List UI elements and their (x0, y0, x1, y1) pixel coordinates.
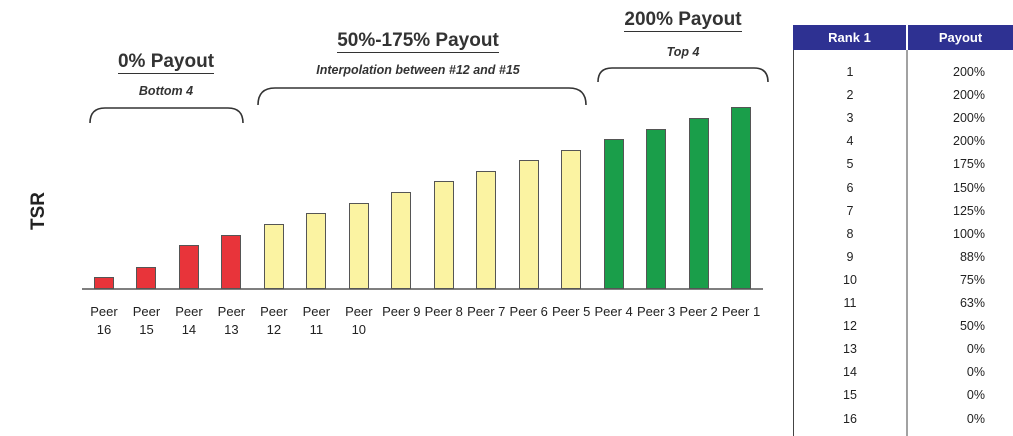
payout-cell: 63% (959, 296, 985, 310)
annotation-subtitle: Interpolation between #12 and #15 (316, 63, 520, 77)
x-tick-label: Peer 14 (175, 304, 203, 337)
payout-cell: 200% (953, 88, 985, 103)
bracket (257, 87, 587, 106)
x-tick-label: Peer 7 (467, 304, 506, 319)
payout-cell: 50% (959, 319, 985, 334)
annotation-subtitle: Bottom 4 (138, 84, 194, 98)
x-tick-label: Peer 3 (636, 304, 676, 319)
payout-cell: 125% (953, 203, 985, 218)
rank-cell: 14 (843, 365, 857, 380)
rank-cell: 13 (843, 342, 857, 357)
x-tick-label: Peer 2 (679, 304, 718, 319)
rank-cell: 9 (846, 249, 854, 264)
rank-cell: 6 (846, 180, 854, 195)
annotation-title-text: 200% Payout (624, 9, 742, 32)
x-tick-label: Peer 12 (260, 304, 288, 337)
bar (688, 118, 709, 289)
brackets (82, 67, 769, 290)
x-tick-label: Peer 10 (345, 304, 373, 337)
rank-cell: 10 (843, 272, 857, 287)
x-tick-label: Peer 8 (424, 304, 463, 319)
x-tick-label: Peer 6 (509, 304, 548, 319)
rank-cell: 11 (843, 296, 857, 310)
bar (136, 267, 157, 289)
x-tick-label: Peer 13 (217, 304, 246, 337)
bar (348, 203, 369, 289)
x-tick-label: Peer 1 (721, 304, 761, 319)
bar (476, 171, 497, 289)
bar (263, 224, 284, 289)
rank-cell: 5 (846, 157, 854, 172)
bar (561, 150, 582, 289)
payout-table: Rank 1 Payout 1 200% 2 200% 3 200% 4 200% 5 175% 6 15… (793, 25, 1013, 436)
bracket (597, 67, 769, 83)
bar (94, 277, 114, 289)
bar (731, 107, 752, 289)
rank-cell: 3 (846, 111, 854, 126)
rank-cell: 15 (843, 388, 857, 403)
rank-cell: 16 (843, 411, 857, 426)
payout-cell: 0% (966, 388, 985, 403)
bar (306, 213, 327, 289)
table-header: Payout (908, 25, 1013, 50)
x-tick-label: Peer 9 (382, 304, 421, 319)
annotation-title: 0% Payout (0, 51, 346, 74)
annotation-subtitle: Top 4 (666, 45, 700, 59)
payout-cell: 200% (953, 134, 985, 149)
bar (433, 181, 454, 289)
bar (178, 245, 199, 289)
annotation-title: 200% Payout (503, 9, 863, 32)
payout-cell: 0% (966, 342, 985, 357)
annotation-title-text: 50%-175% Payout (337, 30, 499, 53)
bar (518, 160, 539, 289)
payout-cell: 200% (953, 65, 985, 79)
bar (221, 235, 242, 289)
table-header: Rank 1 (793, 25, 906, 50)
payout-cell: 0% (966, 411, 985, 426)
bar (391, 192, 412, 289)
payout-cell: 150% (953, 180, 985, 195)
bar (646, 129, 667, 289)
x-tick-label: Peer 11 (302, 304, 331, 337)
rank-cell: 12 (843, 319, 857, 334)
payout-cell: 75% (959, 272, 985, 287)
x-tick-label: Peer 15 (132, 304, 161, 337)
rank-cell: 2 (846, 88, 854, 103)
rank-cell: 4 (846, 134, 854, 149)
x-tick-label: Peer 5 (552, 304, 591, 319)
payout-cell: 100% (953, 226, 985, 241)
rank-cell: 8 (846, 226, 854, 241)
payout-cell: 88% (959, 249, 985, 264)
payout-cell: 175% (953, 157, 985, 172)
x-tick-label: Peer 4 (594, 304, 633, 319)
payout-cell: 200% (953, 111, 985, 126)
bar (603, 139, 624, 289)
x-tick-label: Peer 16 (90, 304, 118, 337)
rank-cell: 7 (846, 203, 854, 218)
rank-cell: 1 (846, 65, 854, 79)
annotation-title-text: 0% Payout (117, 51, 215, 74)
payout-cell: 0% (966, 365, 985, 380)
table-lines (793, 50, 908, 436)
bracket (89, 107, 244, 124)
annotation-title: 50%-175% Payout (238, 30, 598, 53)
